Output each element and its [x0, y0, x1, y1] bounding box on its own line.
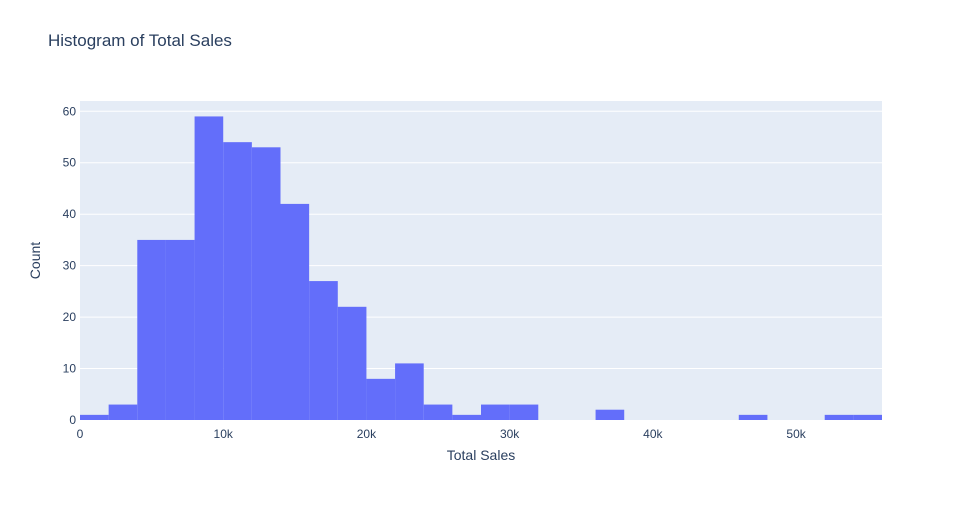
- histogram-bar[interactable]: [337, 306, 367, 420]
- histogram-bar[interactable]: [481, 404, 510, 420]
- y-tick-label: 10: [63, 362, 77, 376]
- x-axis-label: Total Sales: [447, 447, 515, 463]
- histogram-bar[interactable]: [165, 239, 195, 420]
- histogram-bar[interactable]: [366, 378, 396, 420]
- histogram-bar[interactable]: [280, 203, 310, 420]
- histogram-bar[interactable]: [251, 147, 281, 420]
- y-tick-label: 0: [69, 413, 76, 427]
- x-tick-label: 30k: [500, 427, 520, 441]
- histogram-bar[interactable]: [423, 404, 453, 420]
- y-tick-label: 50: [63, 156, 77, 170]
- x-tick-label: 0: [77, 427, 84, 441]
- y-axis-label: Count: [27, 242, 43, 279]
- x-axis-ticks: 0 10k 20k 30k 40k 50k: [77, 427, 807, 441]
- x-tick-label: 50k: [786, 427, 806, 441]
- histogram-bar[interactable]: [137, 239, 166, 420]
- y-tick-label: 40: [63, 207, 77, 221]
- histogram-bar[interactable]: [395, 363, 424, 420]
- histogram-bar[interactable]: [309, 281, 338, 420]
- y-tick-label: 30: [63, 259, 77, 273]
- y-tick-label: 20: [63, 310, 77, 324]
- y-tick-label: 60: [63, 104, 77, 118]
- x-tick-label: 20k: [357, 427, 377, 441]
- bars: [80, 116, 882, 420]
- histogram-bar[interactable]: [80, 414, 109, 420]
- x-tick-label: 40k: [643, 427, 663, 441]
- y-axis-ticks: 0 10 20 30 40 50 60: [63, 104, 77, 427]
- histogram-bar[interactable]: [194, 116, 224, 420]
- histogram-bar[interactable]: [853, 414, 882, 420]
- histogram-bar[interactable]: [509, 404, 539, 420]
- histogram-bar[interactable]: [738, 414, 768, 420]
- x-tick-label: 10k: [214, 427, 234, 441]
- histogram-bar[interactable]: [824, 414, 854, 420]
- histogram-bar[interactable]: [108, 404, 138, 420]
- histogram-bar[interactable]: [223, 142, 252, 420]
- histogram-bar[interactable]: [595, 409, 625, 420]
- histogram-bar[interactable]: [452, 414, 481, 420]
- chart-title: Histogram of Total Sales: [48, 31, 232, 50]
